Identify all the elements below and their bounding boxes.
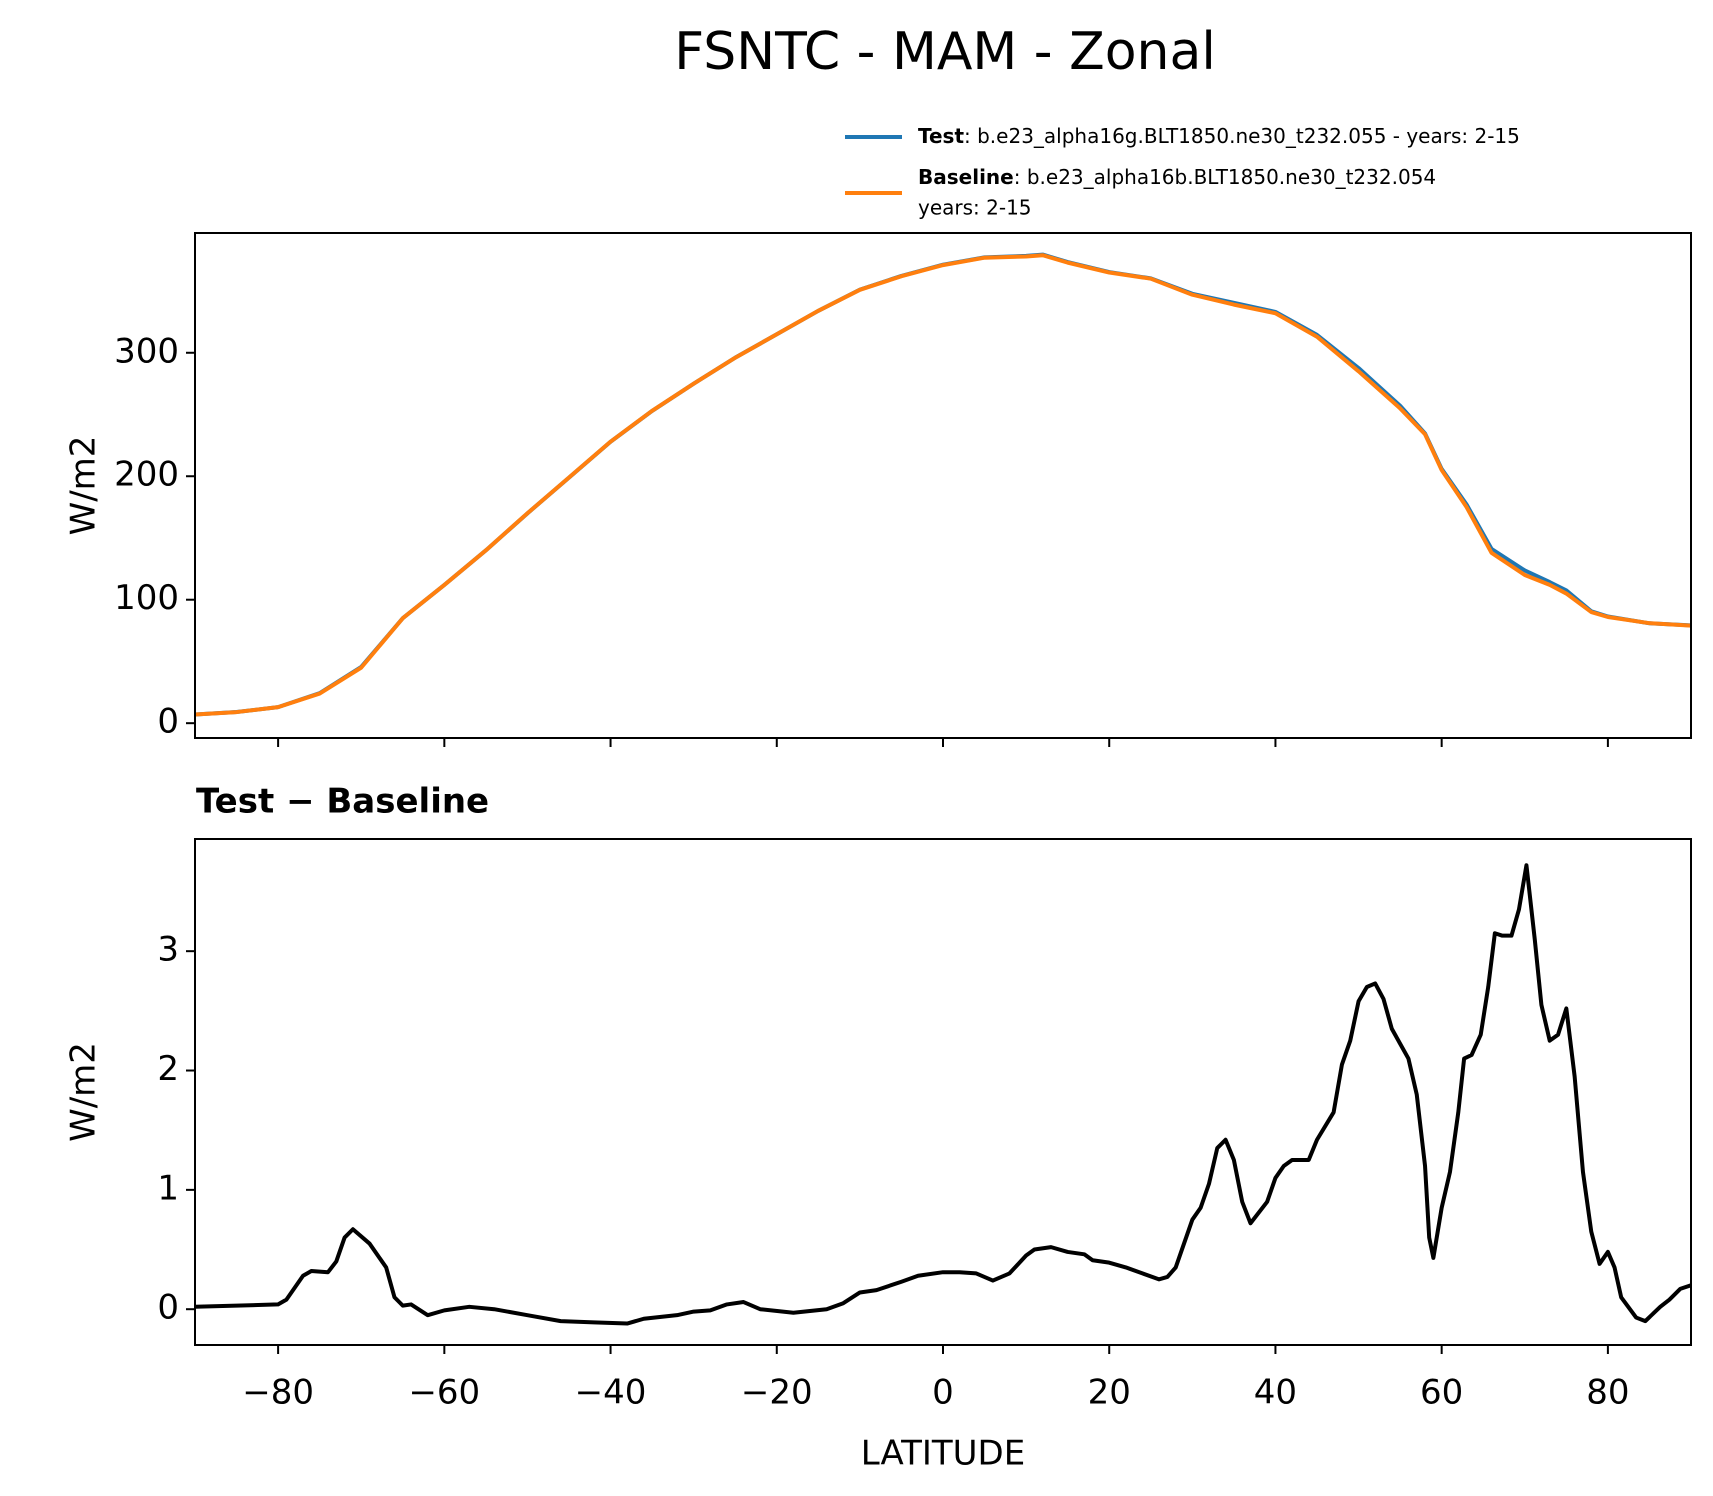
axes-frame [194,838,1692,1346]
plot-area [195,863,1691,1326]
y-tick-label: 0 [157,1288,179,1328]
legend-entry: Baseline: b.e23_alpha16b.BLT1850.ne30_t2… [918,165,1436,189]
x-axis-label: LATITUDE [861,1434,1025,1474]
y-axis-label: W/m2 [64,436,104,536]
y-tick-label: 200 [114,455,179,495]
x-tick-label: 40 [1254,1373,1297,1413]
legend-label: : b.e23_alpha16b.BLT1850.ne30_t232.054 [1014,165,1436,189]
y-axis-label: W/m2 [64,1042,104,1142]
x-tick-label: 20 [1088,1373,1131,1413]
data-line [195,252,1691,717]
x-tick-label: −40 [575,1373,647,1413]
legend-name: Test [918,124,964,148]
x-tick-label: 0 [932,1373,954,1413]
legend-label-line: years: 2-15 [918,196,1032,220]
plot-area [195,252,1691,717]
legend-name: Baseline [918,165,1014,189]
legend-label: : b.e23_alpha16g.BLT1850.ne30_t232.055 -… [964,124,1520,148]
x-tick-label: −80 [242,1373,314,1413]
figure-title: FSNTC - MAM - Zonal [674,22,1216,82]
axes-frame [194,232,1692,739]
y-tick-label: 0 [157,702,179,742]
x-tick-label: −60 [408,1373,480,1413]
y-tick-label: 3 [157,930,179,970]
y-tick-label: 1 [157,1168,179,1208]
y-tick-label: 2 [157,1049,179,1089]
x-tick-label: 80 [1586,1373,1629,1413]
y-tick-label: 300 [114,331,179,371]
x-tick-label: 60 [1420,1373,1463,1413]
data-line [195,863,1691,1326]
data-line [195,253,1691,717]
x-tick-label: −20 [741,1373,813,1413]
panel-title: Test − Baseline [196,782,489,822]
y-tick-label: 100 [114,578,179,618]
legend-entry: Test: b.e23_alpha16g.BLT1850.ne30_t232.0… [918,124,1520,148]
